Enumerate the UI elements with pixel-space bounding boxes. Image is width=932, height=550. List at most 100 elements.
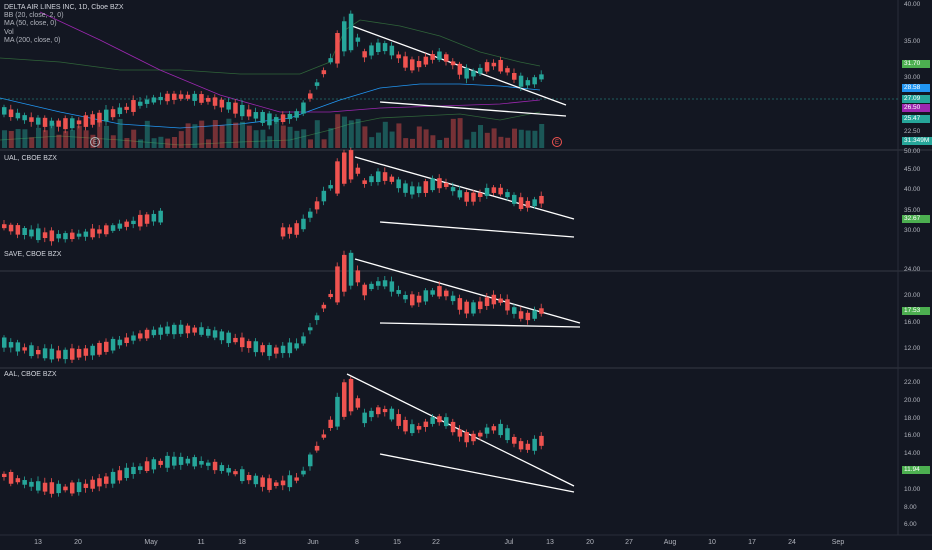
candle[interactable] (144, 214, 150, 224)
candle[interactable] (437, 51, 442, 60)
candle[interactable] (484, 297, 490, 306)
candle[interactable] (8, 109, 14, 118)
candle[interactable] (226, 332, 231, 344)
candle[interactable] (240, 469, 245, 482)
candle[interactable] (525, 312, 531, 321)
candle[interactable] (49, 482, 55, 494)
candle[interactable] (172, 93, 177, 100)
candle[interactable] (104, 341, 109, 352)
candle[interactable] (131, 100, 136, 112)
candle[interactable] (178, 94, 184, 99)
candle[interactable] (464, 301, 469, 314)
candle[interactable] (172, 456, 177, 466)
candle[interactable] (362, 51, 367, 58)
candle[interactable] (90, 345, 95, 356)
candle[interactable] (532, 199, 537, 207)
candle[interactable] (423, 421, 429, 427)
candle[interactable] (376, 42, 381, 52)
candle[interactable] (274, 347, 279, 354)
candle[interactable] (314, 201, 320, 210)
candle[interactable] (83, 483, 89, 488)
candle[interactable] (342, 254, 347, 292)
candle[interactable] (382, 43, 388, 52)
candle[interactable] (396, 290, 401, 294)
candle[interactable] (124, 467, 129, 478)
candle[interactable] (444, 183, 449, 187)
candle[interactable] (15, 225, 21, 235)
candle[interactable] (253, 112, 259, 119)
candle[interactable] (178, 456, 184, 465)
candle[interactable] (518, 311, 524, 319)
candle[interactable] (444, 54, 449, 62)
candle[interactable] (355, 37, 361, 42)
candle[interactable] (518, 197, 524, 209)
candle[interactable] (76, 120, 82, 125)
candle[interactable] (22, 228, 27, 236)
candle[interactable] (185, 94, 191, 99)
candle[interactable] (423, 290, 429, 302)
candle[interactable] (308, 454, 313, 467)
candle[interactable] (484, 187, 490, 196)
candle[interactable] (274, 482, 279, 486)
candle[interactable] (308, 93, 313, 99)
candle[interactable] (267, 478, 272, 490)
candle[interactable] (403, 294, 408, 300)
candle[interactable] (389, 408, 395, 420)
candle[interactable] (199, 460, 204, 465)
candle[interactable] (437, 286, 442, 297)
candle[interactable] (8, 224, 14, 232)
candle[interactable] (158, 460, 163, 465)
candle[interactable] (280, 480, 286, 486)
candle[interactable] (165, 93, 170, 102)
candle[interactable] (274, 117, 279, 122)
candle[interactable] (42, 232, 48, 239)
candle[interactable] (376, 171, 381, 182)
candle[interactable] (36, 481, 41, 491)
candle[interactable] (423, 56, 429, 65)
candle[interactable] (450, 187, 456, 192)
candle[interactable] (185, 458, 191, 464)
candle[interactable] (321, 434, 327, 438)
candle[interactable] (294, 477, 299, 481)
candle[interactable] (539, 74, 544, 80)
candle[interactable] (471, 433, 476, 442)
candle[interactable] (267, 113, 272, 126)
candle[interactable] (63, 349, 68, 360)
candle[interactable] (63, 118, 68, 130)
candle[interactable] (491, 426, 497, 431)
candle[interactable] (484, 427, 490, 434)
candle[interactable] (226, 468, 231, 473)
candle[interactable] (104, 476, 109, 484)
candle[interactable] (83, 115, 89, 127)
candle[interactable] (539, 435, 544, 446)
candle[interactable] (382, 280, 388, 287)
candle[interactable] (478, 67, 483, 74)
candle[interactable] (97, 112, 102, 123)
candle[interactable] (131, 220, 136, 225)
candle[interactable] (450, 61, 456, 66)
candle[interactable] (498, 298, 503, 303)
candle[interactable] (505, 428, 510, 441)
candle[interactable] (376, 407, 381, 415)
candle[interactable] (403, 56, 408, 68)
candle[interactable] (539, 195, 544, 204)
candle[interactable] (219, 331, 225, 341)
candle[interactable] (314, 445, 320, 451)
candle[interactable] (219, 99, 225, 108)
candle[interactable] (478, 301, 483, 310)
candle[interactable] (355, 270, 361, 283)
candle[interactable] (253, 341, 259, 353)
candle[interactable] (518, 75, 524, 87)
candle[interactable] (532, 77, 537, 85)
candle[interactable] (498, 59, 503, 72)
candle[interactable] (151, 213, 157, 222)
candle[interactable] (36, 349, 41, 355)
candle[interactable] (389, 176, 395, 182)
candle[interactable] (342, 21, 347, 52)
candle[interactable] (144, 329, 150, 339)
candle[interactable] (314, 82, 320, 86)
candle[interactable] (63, 486, 68, 491)
candle[interactable] (56, 120, 61, 127)
candle[interactable] (376, 281, 381, 286)
candle[interactable] (410, 424, 415, 434)
